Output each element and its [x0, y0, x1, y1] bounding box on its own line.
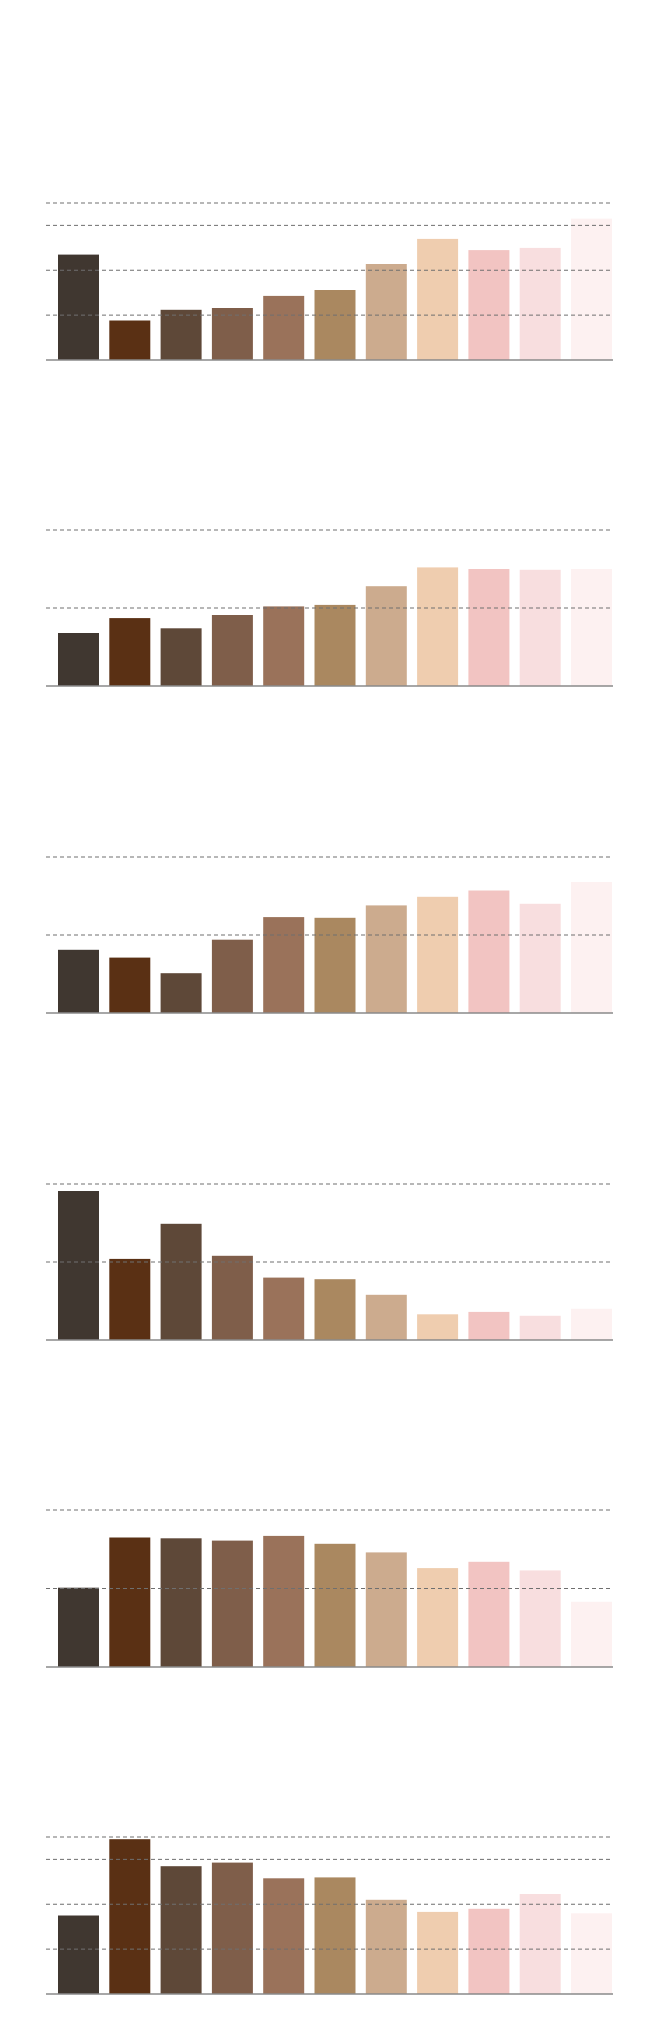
bar	[109, 1258, 151, 1340]
bar	[417, 567, 459, 686]
bar	[263, 606, 305, 686]
bar	[571, 1913, 612, 1994]
bar	[160, 973, 202, 1013]
bar	[468, 890, 510, 1013]
bar	[314, 917, 356, 1013]
bar	[365, 1552, 407, 1667]
bar	[468, 569, 510, 686]
bar	[160, 628, 202, 686]
bar	[211, 615, 253, 686]
bar	[365, 264, 407, 360]
bar	[417, 1911, 459, 1994]
bar	[314, 1279, 356, 1340]
bar	[160, 309, 202, 360]
bar	[365, 586, 407, 686]
bar	[263, 1878, 305, 1994]
bar	[109, 618, 151, 686]
bar	[109, 957, 151, 1013]
bar	[58, 1191, 99, 1340]
bar	[519, 569, 561, 686]
bar	[468, 1311, 510, 1340]
bar	[263, 1535, 305, 1667]
bar	[571, 1308, 612, 1340]
bar	[468, 250, 510, 360]
bar	[58, 633, 99, 686]
bar	[160, 1866, 202, 1994]
bar	[417, 1568, 459, 1667]
bar	[211, 1540, 253, 1667]
bar	[263, 1277, 305, 1340]
bar	[571, 218, 612, 360]
bar	[519, 1894, 561, 1994]
bar	[468, 1561, 510, 1667]
bar	[519, 1315, 561, 1340]
bar	[314, 604, 356, 686]
bar	[417, 896, 459, 1013]
bar	[417, 1314, 459, 1340]
bar	[58, 1587, 99, 1667]
bar	[314, 1877, 356, 1994]
bar	[571, 1601, 612, 1667]
bar	[571, 569, 612, 686]
bar	[314, 1543, 356, 1667]
bar	[160, 1538, 202, 1667]
bar	[109, 1537, 151, 1667]
bar	[519, 247, 561, 360]
bar	[109, 1839, 151, 1994]
bar	[211, 939, 253, 1013]
bar	[211, 1862, 253, 1994]
bar	[58, 949, 99, 1013]
bar	[58, 254, 99, 360]
bar	[365, 1294, 407, 1340]
bar	[365, 905, 407, 1013]
bar	[160, 1223, 202, 1340]
bar	[365, 1899, 407, 1994]
bar	[211, 308, 253, 360]
bar	[211, 1255, 253, 1340]
bar	[58, 1915, 99, 1994]
bar	[109, 320, 151, 360]
bar	[263, 295, 305, 360]
bar	[263, 917, 305, 1013]
bar	[314, 290, 356, 360]
bar	[519, 903, 561, 1013]
bar	[519, 1570, 561, 1667]
bar	[468, 1908, 510, 1994]
bar	[571, 882, 612, 1013]
bar	[417, 238, 459, 360]
